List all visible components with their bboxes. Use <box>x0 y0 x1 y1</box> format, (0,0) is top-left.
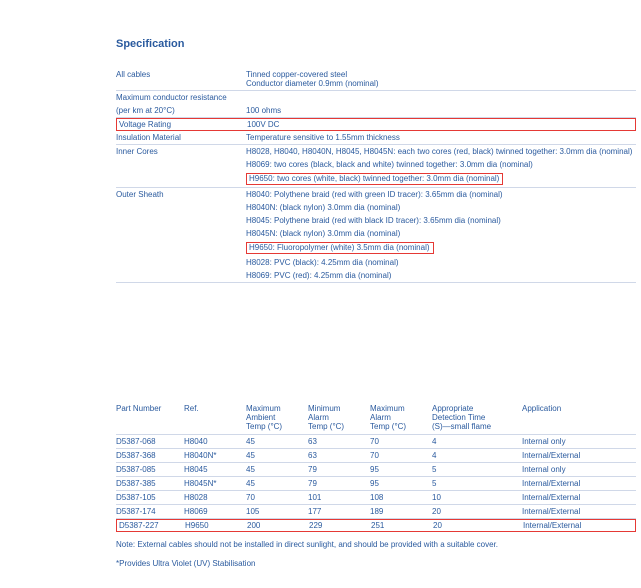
section-title: Specification <box>116 38 641 50</box>
highlighted-text: H9650: Fluoropolymer (white) 3.5mm dia (… <box>246 242 434 254</box>
spec-value: H8045N: (black nylon) 3.0mm dia (nominal… <box>246 227 636 240</box>
spec-label: All cables <box>116 68 246 91</box>
spec-value: H8069: PVC (red): 4.25mm dia (nominal) <box>246 269 636 283</box>
spec-value: H8045: Polythene braid (red with black I… <box>246 214 636 227</box>
table-row: D5387-105H80287010110810Internal/Externa… <box>116 491 636 505</box>
col-header: MaximumAmbientTemp (°C) <box>246 403 308 435</box>
spec-value: H8040N: (black nylon) 3.0mm dia (nominal… <box>246 201 636 214</box>
data-table: Part Number Ref. MaximumAmbientTemp (°C)… <box>116 403 636 532</box>
col-header: Part Number <box>116 403 184 435</box>
highlighted-text: H9650: two cores (white, black) twinned … <box>246 173 503 185</box>
highlighted-table-row: D5387-227 H9650 200 229 251 20 Internal/… <box>116 519 636 533</box>
table-row: D5387-385H8045N*4579955Internal/External <box>116 477 636 491</box>
col-header: Application <box>522 403 636 435</box>
table-row: D5387-085H80454579955Internal only <box>116 463 636 477</box>
spec-label: Inner Cores <box>116 145 246 159</box>
spec-value: H8040: Polythene braid (red with green I… <box>246 188 636 202</box>
spec-value: Tinned copper-covered steel Conductor di… <box>246 68 636 91</box>
col-header: Ref. <box>184 403 246 435</box>
spec-value: H8028, H8040, H8040N, H8045, H8045N: eac… <box>246 145 636 159</box>
highlighted-row: Voltage Rating 100V DC <box>116 118 636 131</box>
table-row: D5387-068H80404563704Internal only <box>116 435 636 449</box>
spec-label: Maximum conductor resistance <box>116 91 246 105</box>
spec-value: 100 ohms <box>246 104 636 118</box>
spec-value: H8028: PVC (black): 4.25mm dia (nominal) <box>246 256 636 269</box>
table-row: D5387-368H8040N*4563704Internal/External <box>116 449 636 463</box>
spec-label: (per km at 20°C) <box>116 104 246 118</box>
note-text: *Provides Ultra Violet (UV) Stabilisatio… <box>116 559 641 568</box>
col-header: MaximumAlarmTemp (°C) <box>370 403 432 435</box>
note-text: Note: External cables should not be inst… <box>116 540 641 549</box>
col-header: MinimumAlarmTemp (°C) <box>308 403 370 435</box>
col-header: AppropriateDetection Time(S)—small flame <box>432 403 522 435</box>
spec-value: 100V DC <box>247 120 633 129</box>
spec-line: Conductor diameter 0.9mm (nominal) <box>246 79 636 88</box>
spec-label: Voltage Rating <box>119 120 247 129</box>
spec-line: Tinned copper-covered steel <box>246 70 636 79</box>
spec-label: Outer Sheath <box>116 188 246 202</box>
spec-value: H8069: two cores (black, black and white… <box>246 158 636 171</box>
spec-table: All cables Tinned copper-covered steel C… <box>116 68 636 283</box>
spec-value: Temperature sensitive to 1.55mm thicknes… <box>246 131 636 145</box>
table-row: D5387-174H806910517718920Internal/Extern… <box>116 505 636 519</box>
spec-label: Insulation Material <box>116 131 246 145</box>
